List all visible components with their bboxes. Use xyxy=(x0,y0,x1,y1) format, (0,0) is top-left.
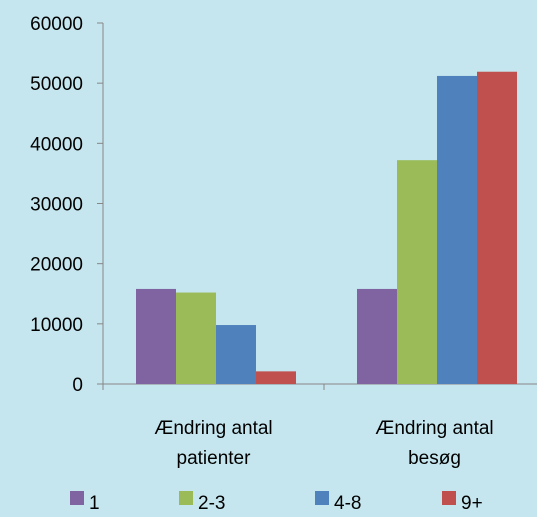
y-tick-label: 0 xyxy=(72,375,83,396)
bar-1-1 xyxy=(136,288,176,384)
bar-2-3-1 xyxy=(176,292,216,384)
bar-1-2 xyxy=(357,288,397,384)
x-category-label: besøg xyxy=(408,448,461,469)
legend-swatch xyxy=(70,491,84,505)
legend-label: 4-8 xyxy=(334,493,361,512)
legend-label: 9+ xyxy=(461,493,483,512)
x-axis: Ændring antal patienter Ændring antal besøg xyxy=(102,383,537,469)
y-tick-label: 10000 xyxy=(30,315,83,336)
y-tick-label: 30000 xyxy=(30,195,83,216)
legend-label: 1 xyxy=(89,493,100,512)
x-category-label: Ændring antal xyxy=(154,418,272,439)
y-tick-label: 40000 xyxy=(30,134,83,155)
legend-swatch xyxy=(442,491,456,505)
x-category-label: Ændring antal xyxy=(375,418,493,439)
bar-2-3-2 xyxy=(397,160,437,384)
y-tick-label: 60000 xyxy=(30,14,83,35)
bar-4-8-2 xyxy=(437,75,477,385)
bar-9+-2 xyxy=(477,71,517,385)
y-tick-label: 50000 xyxy=(30,74,83,95)
bars xyxy=(136,71,517,385)
y-axis: 0 10000 20000 30000 40000 50000 60000 xyxy=(30,14,104,396)
legend-label: 2-3 xyxy=(198,493,225,512)
legend: 1 2-3 4-8 9+ xyxy=(70,491,483,514)
bar-9+-1 xyxy=(256,371,296,384)
bar-4-8-1 xyxy=(216,325,256,384)
x-category-label: patienter xyxy=(177,448,252,469)
legend-swatch xyxy=(179,491,193,505)
y-tick-label: 20000 xyxy=(30,255,83,276)
legend-swatch xyxy=(315,491,329,505)
